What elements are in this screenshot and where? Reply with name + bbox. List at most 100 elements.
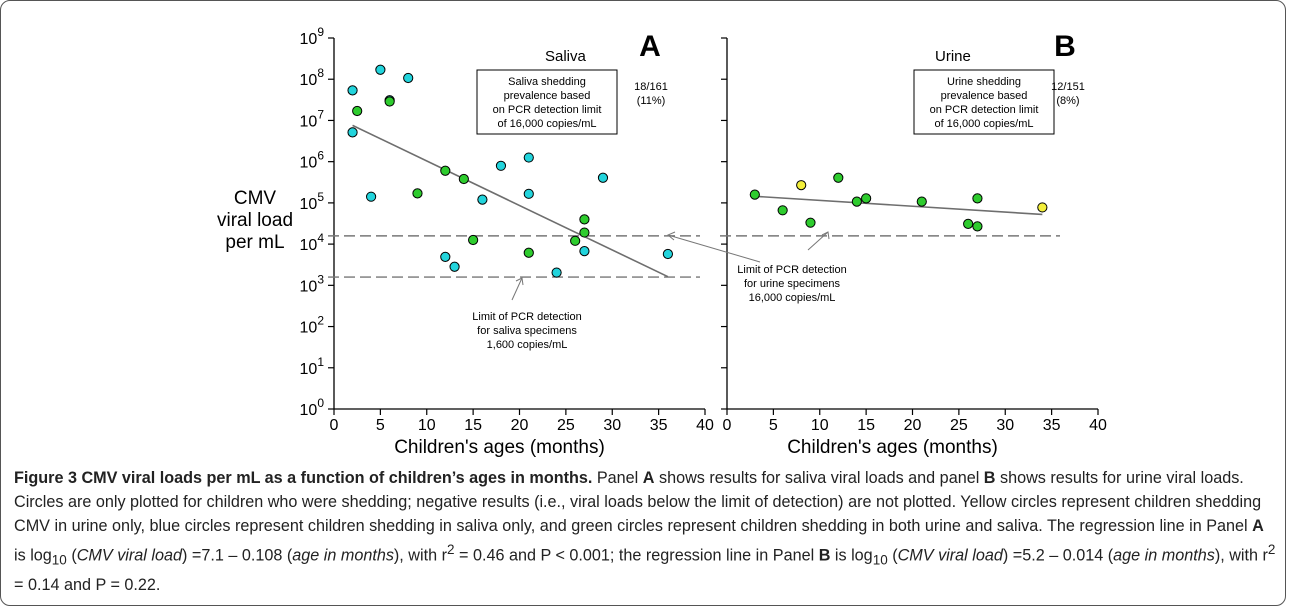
data-point <box>972 221 983 232</box>
y-tick-label: 100 <box>300 396 325 419</box>
data-point <box>523 188 534 199</box>
figure-chart: 0 5 10 15 20 25 30 35 40100101102103104105106107… <box>217 25 1107 458</box>
data-point <box>972 193 983 204</box>
caption-text: Panel <box>592 469 643 487</box>
panel-b: 0 5 10 15 20 25 30 35 40 Children's ages (months)… <box>667 30 1107 458</box>
prevalence-box-text: on PCR detection limit <box>930 104 1039 116</box>
data-point <box>851 196 862 207</box>
data-point <box>662 248 674 260</box>
caption-text: ( <box>887 546 898 565</box>
prevalence-count: 18/161 <box>634 81 668 93</box>
caption-panel-ref: B <box>983 469 996 487</box>
regression-line <box>352 124 669 278</box>
x-tick-label: 20 <box>511 417 529 434</box>
data-point <box>449 261 460 272</box>
figure-caption: Figure 3 CMV viral loads per mL as a fun… <box>14 466 1276 597</box>
prevalence-box <box>476 69 618 135</box>
caption-panel-ref: B <box>818 546 831 565</box>
panel-letter: B <box>1054 30 1076 63</box>
x-axis-label: Children's ages (months) <box>394 437 605 458</box>
data-point <box>495 160 507 171</box>
data-point <box>597 172 609 183</box>
x-tick-label: 40 <box>1089 417 1107 434</box>
y-tick-label: 105 <box>300 190 325 213</box>
prevalence-box <box>913 69 1055 135</box>
caption-text: ) =7.1 – 0.108 ( <box>181 546 293 565</box>
caption-text: ) =5.2 – 0.014 ( <box>1002 546 1114 565</box>
annotation-arrowhead <box>821 231 830 240</box>
x-axis-label: Children's ages (months) <box>787 437 998 458</box>
data-point <box>579 214 590 225</box>
x-tick-label: 0 <box>330 417 339 434</box>
detection-annotation-text: for urine specimens <box>744 278 840 290</box>
y-axis-label: per mL <box>225 232 284 253</box>
x-tick-label: 30 <box>996 417 1014 434</box>
detection-annotation-text: 16,000 copies/mL <box>749 292 836 304</box>
caption-text: shows results for urine viral loads. Cir… <box>14 469 1262 535</box>
panel-a: 0 5 10 15 20 25 30 35 40 100 101 102 103 104 105 106 107… <box>217 25 714 458</box>
data-point <box>347 127 358 138</box>
annotation-arrow <box>667 234 761 263</box>
data-point <box>523 247 534 258</box>
x-tick-label: 20 <box>904 417 922 434</box>
data-point <box>440 165 451 176</box>
caption-panel-ref: A <box>1252 517 1264 535</box>
data-point <box>347 85 358 96</box>
data-point <box>861 193 872 204</box>
caption-superscript: 2 <box>1267 542 1276 557</box>
x-tick-label: 25 <box>557 417 575 434</box>
x-tick-label: 10 <box>418 417 436 434</box>
caption-text: ), with r <box>1214 546 1268 565</box>
data-point <box>749 189 760 200</box>
x-tick-label: 35 <box>1043 417 1061 434</box>
x-tick-label: 15 <box>464 417 482 434</box>
prevalence-count: 12/151 <box>1051 81 1085 93</box>
x-tick-label: 35 <box>650 417 668 434</box>
data-point <box>384 96 395 107</box>
caption-text: shows results for saliva viral loads and… <box>654 469 984 487</box>
data-point <box>916 196 927 207</box>
panel-letter: A <box>639 30 661 63</box>
prevalence-box-text: prevalence based <box>941 90 1028 102</box>
detection-annotation-text: Limit of PCR detection <box>472 311 581 323</box>
data-point <box>579 227 590 238</box>
x-tick-label: 0 <box>723 417 732 434</box>
caption-italic: age in months <box>292 546 394 565</box>
data-point <box>352 105 363 117</box>
x-tick-label: 15 <box>857 417 875 434</box>
data-point <box>458 173 469 185</box>
data-point <box>477 194 488 205</box>
x-tick-label: 25 <box>950 417 968 434</box>
caption-text: = 0.14 and P = 0.22. <box>14 575 161 594</box>
data-point <box>1037 202 1048 213</box>
prevalence-box-text: on PCR detection limit <box>493 104 602 116</box>
caption-text: = 0.46 and P < 0.001; the regression lin… <box>454 546 819 565</box>
data-point <box>796 180 807 191</box>
y-tick-label: 101 <box>300 355 325 378</box>
caption-italic: CMV viral load <box>76 546 182 565</box>
prevalence-box-text: of 16,000 copies/mL <box>497 118 596 130</box>
panel-title: Urine <box>935 48 971 65</box>
regression-line <box>754 195 1043 216</box>
data-point <box>570 235 581 246</box>
caption-superscript: 2 <box>446 542 455 557</box>
caption-text: ), with r <box>393 546 447 565</box>
prevalence-percent: (8%) <box>1056 95 1079 107</box>
caption-text: is log <box>14 546 52 565</box>
data-point <box>963 218 974 230</box>
detection-annotation-text: Limit of PCR detection <box>737 264 846 276</box>
detection-annotation-text: for saliva specimens <box>477 325 577 337</box>
caption-italic: age in months <box>1113 546 1215 565</box>
data-point <box>805 217 816 228</box>
annotation-arrow <box>511 277 523 301</box>
data-point <box>412 188 423 199</box>
data-point <box>468 234 479 246</box>
x-tick-label: 5 <box>376 417 385 434</box>
caption-text: is log <box>830 546 873 565</box>
x-tick-label: 5 <box>769 417 778 434</box>
y-tick-label: 109 <box>300 25 325 48</box>
data-point <box>777 205 788 216</box>
caption-text: ( <box>66 546 77 565</box>
y-tick-label: 104 <box>300 231 325 254</box>
